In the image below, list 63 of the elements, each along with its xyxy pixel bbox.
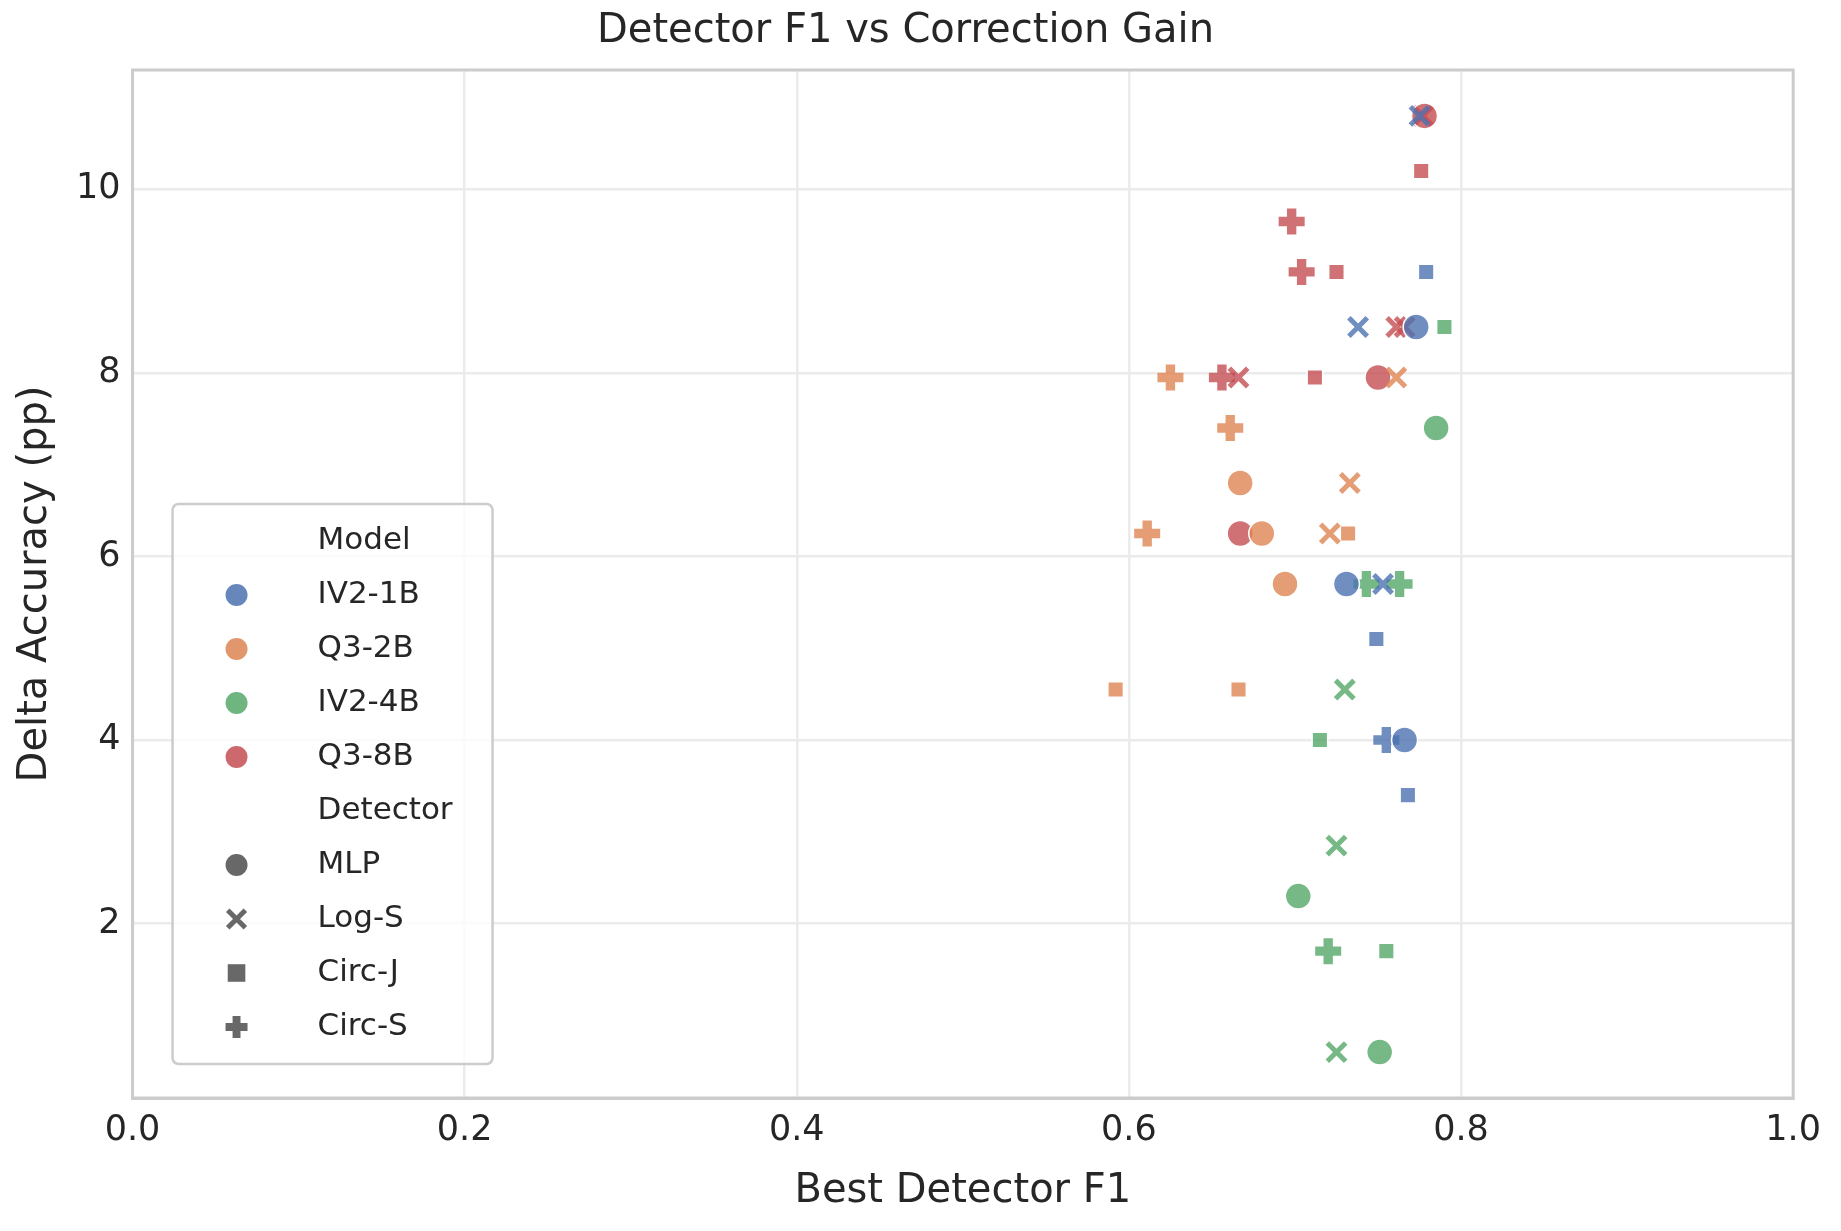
point [1422,414,1450,442]
point [1107,681,1125,699]
point [1365,1038,1394,1066]
x-tick-label: 0.0 [104,1108,161,1149]
y-tick-label: 8 [98,349,121,390]
point [1324,833,1349,858]
legend-label: Q3-8B [317,736,414,773]
point [1399,786,1417,804]
point [1324,1040,1349,1064]
point [1271,570,1299,598]
point [1364,363,1392,392]
y-tick-label: 6 [98,533,121,574]
point [1226,365,1251,390]
chart-title: Detector F1 vs Correction Gain [596,5,1215,52]
legend-label: Circ-J [317,952,399,989]
point [1384,365,1408,390]
point [1412,162,1430,180]
point [1367,630,1385,648]
point [1318,521,1342,546]
x-tick-label: 0.2 [436,1108,493,1149]
legend-label: Log-S [317,898,404,935]
legend-label: Circ-S [317,1006,408,1043]
point [1371,572,1395,596]
point [1390,726,1419,754]
point [1339,524,1357,543]
legend-label: Q3-2B [317,628,414,665]
y-axis-title: Delta Accuracy (pp) [9,385,56,783]
text: Model [317,520,411,557]
x-tick-label: 0.6 [1101,1108,1157,1149]
point [1417,263,1435,281]
point [1327,263,1346,281]
point [1338,471,1362,495]
point [1435,318,1453,336]
point [1157,364,1184,391]
legend-label: IV2-4B [317,682,420,719]
point [1333,677,1357,702]
point [1229,681,1248,699]
text: Detector [317,790,453,827]
y-tick-label: 4 [98,717,121,758]
x-tick-label: 0.4 [768,1108,825,1149]
x-axis-title: Best Detector F1 [794,1165,1132,1212]
legend-label: MLP [317,844,381,881]
point [1134,520,1161,547]
point [1284,882,1313,910]
y-tick-label: 2 [98,900,121,941]
legend-label: IV2-1B [317,574,420,611]
x-tick-label: 1.0 [1765,1108,1822,1149]
point [1208,364,1235,391]
point [1288,258,1315,285]
point [1217,414,1244,441]
point [1377,942,1395,960]
point [1248,519,1276,548]
point [1315,938,1342,965]
point [1311,731,1329,749]
point [1346,315,1370,339]
point [1306,368,1324,387]
point [1226,469,1254,497]
x-tick-label: 0.8 [1433,1108,1489,1149]
point [1332,570,1361,598]
y-tick-label: 10 [75,166,121,207]
point [1402,313,1430,341]
point [1278,208,1305,235]
point [1386,571,1413,597]
